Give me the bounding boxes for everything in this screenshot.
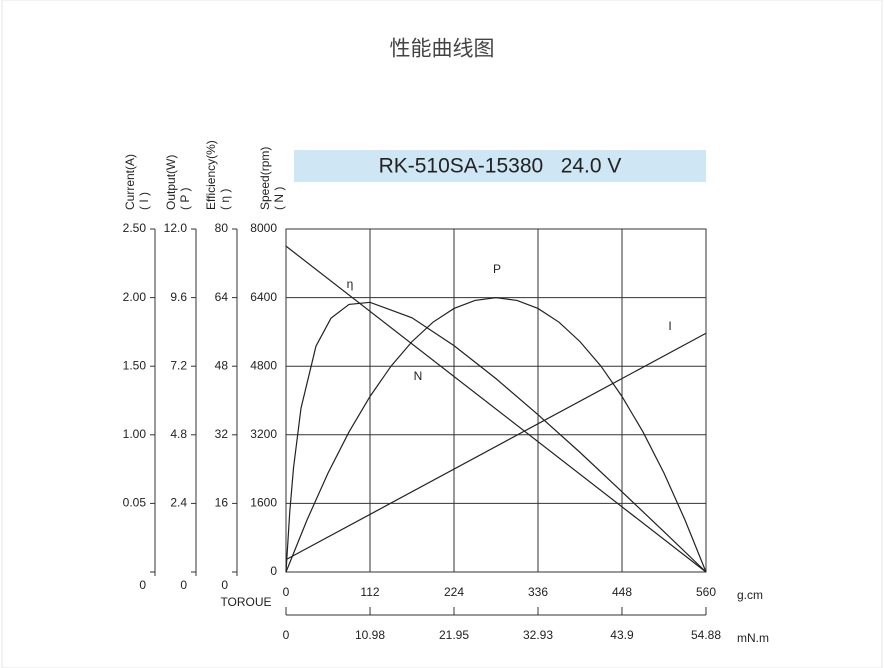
x-tick-label: 32.93 — [523, 628, 553, 642]
y-tick-label: 6400 — [250, 290, 277, 304]
curve-label: η — [347, 277, 354, 291]
y-tick-label: 0 — [270, 564, 277, 578]
curve — [285, 296, 707, 573]
x-tick-label: 0 — [283, 628, 290, 642]
axis-symbol: ( I ) — [137, 192, 151, 210]
y-tick-label: 4.8 — [170, 427, 187, 441]
curve — [285, 245, 707, 573]
y-tick-label: 12.0 — [164, 221, 188, 235]
y-tick-label: 1.00 — [123, 427, 147, 441]
x-tick-label: 336 — [528, 585, 548, 599]
y-tick-label: 0 — [139, 578, 146, 592]
y-tick-label: 80 — [215, 221, 229, 235]
x-tick-label: 560 — [696, 585, 716, 599]
y-tick-label: 32 — [215, 427, 229, 441]
y-tick-label: 2.00 — [123, 290, 147, 304]
curve — [285, 301, 707, 573]
axis-symbol: ( η ) — [218, 189, 232, 210]
axis-symbol: ( P ) — [178, 188, 192, 210]
x-axis-unit: mN.m — [737, 631, 769, 645]
axis-title: Output(W) — [164, 155, 178, 210]
axis-title: Speed(rpm) — [258, 147, 272, 210]
y-tick-label: 8000 — [250, 221, 277, 235]
y-tick-label: 1600 — [250, 496, 277, 510]
y-tick-label: 7.2 — [170, 358, 187, 372]
curve-label: I — [668, 319, 671, 333]
curve-label: P — [493, 262, 501, 276]
x-tick-label: 0 — [283, 585, 290, 599]
axis-title: Current(A) — [123, 154, 137, 210]
x-tick-label: 54.88 — [691, 628, 721, 642]
axis-title: Efficiency(%) — [204, 140, 218, 210]
x-tick-label: 21.95 — [439, 628, 469, 642]
y-tick-label: 0 — [221, 578, 228, 592]
y-tick-label: 0.05 — [123, 496, 147, 510]
y-tick-label: 3200 — [250, 427, 277, 441]
y-tick-label: 9.6 — [170, 290, 187, 304]
x-axis-unit: g.cm — [737, 588, 763, 602]
curve-label: N — [414, 369, 423, 383]
y-tick-label: 2.4 — [170, 496, 187, 510]
model-banner — [294, 150, 706, 182]
x-axis-label: TOROUE — [220, 595, 271, 609]
chart-title: RK-510SA-15380 24.0 V — [379, 155, 622, 178]
y-tick-label: 48 — [215, 358, 229, 372]
page-title: 性能曲线图 — [390, 38, 495, 61]
x-tick-label: 224 — [444, 585, 464, 599]
y-tick-label: 64 — [215, 290, 229, 304]
y-tick-label: 0 — [180, 578, 187, 592]
x-tick-label: 448 — [612, 585, 632, 599]
y-tick-label: 2.50 — [123, 221, 147, 235]
x-tick-label: 112 — [360, 585, 379, 599]
y-tick-label: 1.50 — [123, 358, 147, 372]
y-tick-label: 4800 — [250, 358, 277, 372]
y-tick-label: 16 — [215, 496, 229, 510]
axis-symbol: ( N ) — [272, 187, 286, 210]
x-tick-label: 43.9 — [610, 628, 634, 642]
x-tick-label: 10.98 — [355, 628, 385, 642]
curve — [285, 332, 707, 561]
